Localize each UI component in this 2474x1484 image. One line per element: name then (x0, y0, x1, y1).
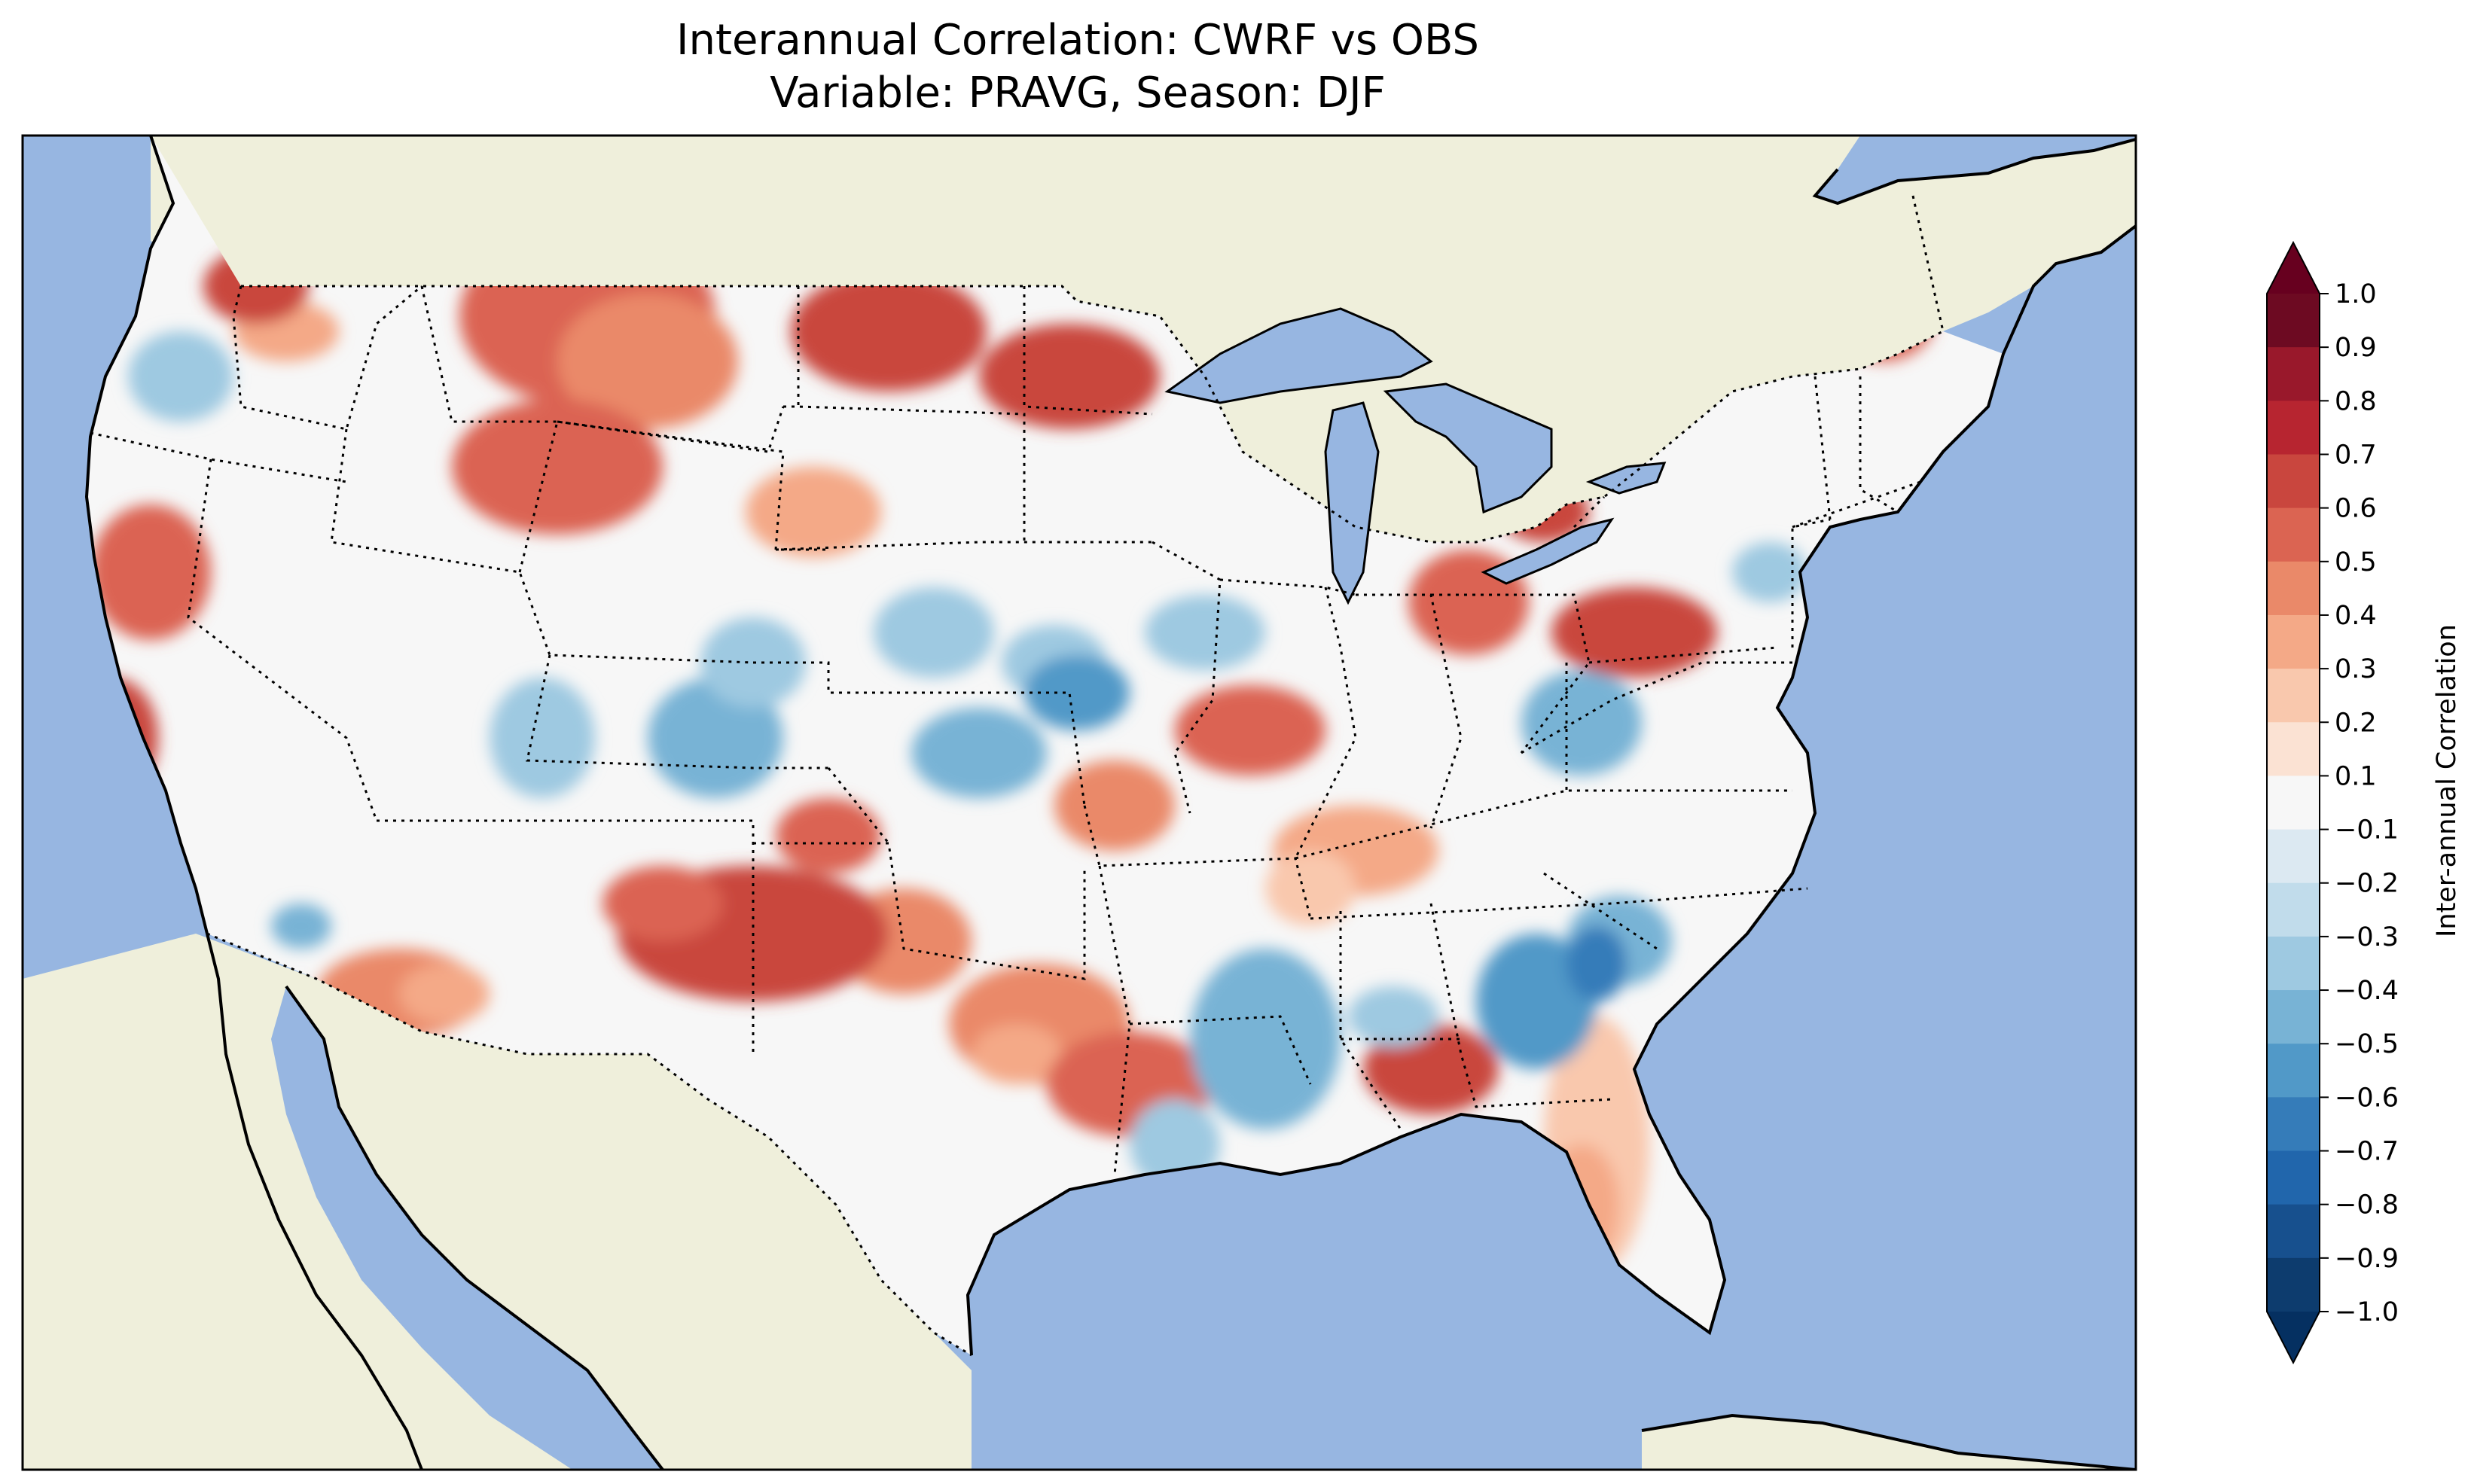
lake-huron (1383, 382, 1553, 514)
chart-title-line-2: Variable: PRAVG, Season: DJF (770, 69, 1386, 117)
colorbar-tick-label: −1.0 (2335, 1297, 2399, 1327)
colorbar-tick-label: 0.5 (2335, 547, 2377, 577)
colorbar-segment (2267, 829, 2320, 884)
colorbar-segment (2267, 507, 2320, 562)
colorbar-tick-label: 0.3 (2335, 654, 2377, 684)
colorbar-tick-label: −0.8 (2335, 1190, 2399, 1220)
correlation-patch (776, 798, 881, 873)
colorbar-tick-label: 0.8 (2335, 386, 2377, 416)
colorbar-tick-label: 0.6 (2335, 494, 2377, 524)
lake-michigan (1324, 401, 1380, 605)
correlation-patch (1551, 587, 1717, 678)
correlation-patch (1566, 926, 1627, 1001)
colorbar-tick-label: −0.5 (2335, 1029, 2399, 1059)
colorbar-tick-label: 0.4 (2335, 601, 2377, 631)
colorbar-segment (2267, 1204, 2320, 1259)
correlation-patch (271, 904, 331, 949)
colorbar-segment (2267, 882, 2320, 937)
colorbar-tick-label: 0.1 (2335, 761, 2377, 791)
correlation-patch (979, 324, 1160, 429)
state-boundaries (90, 195, 1945, 1175)
correlation-patch (648, 678, 783, 798)
correlation-patch (874, 587, 994, 678)
colorbar: 1.0 0.9 0.8 0.7 0.6 0.5 0.4 0.3 0.2 0.1 −0.1 −0.2 −0… (2266, 240, 2399, 1365)
colorbar-tick-label: −0.4 (2335, 976, 2399, 1006)
colorbar-segment (2267, 454, 2320, 509)
gulf-of-california (271, 986, 663, 1470)
canada-land (151, 136, 2136, 542)
colorbar-tick-label: −0.1 (2335, 815, 2399, 846)
colorbar-segment (2267, 1044, 2320, 1098)
chart-title-line-1: Interannual Correlation: CWRF vs OBS (676, 16, 1479, 65)
correlation-patch (490, 678, 595, 798)
map-frame (21, 134, 2137, 1471)
colorbar-segment (2267, 990, 2320, 1044)
colorbar-segment (2267, 561, 2320, 616)
colorbar-segment (2267, 347, 2320, 401)
colorbar-segment (2267, 1150, 2320, 1205)
correlation-patch (972, 1024, 1062, 1084)
correlation-patch (791, 271, 987, 392)
colorbar-segment (2267, 401, 2320, 455)
correlation-patch (1054, 760, 1175, 851)
colorbar-segment (2267, 1097, 2320, 1152)
colorbar-segment (2267, 776, 2320, 830)
colorbar-tick-label: −0.2 (2335, 869, 2399, 899)
correlation-patch (90, 504, 211, 640)
colorbar-segment (2267, 722, 2320, 776)
colorbar-tick-label: 1.0 (2335, 279, 2377, 309)
correlation-patch (1521, 670, 1642, 776)
colorbar-label: Inter-annual Correlation (2432, 624, 2462, 937)
correlation-patch (128, 331, 233, 422)
correlation-patch (1145, 595, 1265, 670)
correlation-patch (399, 964, 490, 1024)
correlation-patch (1190, 949, 1341, 1129)
correlation-anomalies (87, 226, 1936, 1272)
colorbar-segment (2267, 936, 2320, 991)
great-lakes (1164, 307, 1667, 605)
colorbar-segment (2267, 1257, 2320, 1312)
correlation-patch (1348, 986, 1438, 1047)
mexico-land (23, 934, 972, 1470)
colorbar-extend-min (2267, 1312, 2320, 1363)
coastlines (84, 136, 2136, 1470)
correlation-patch (1265, 851, 1356, 926)
colorbar-extend-max (2267, 242, 2320, 294)
correlation-patch (602, 866, 723, 941)
colorbar-segment (2267, 669, 2320, 723)
colorbar-tick-label: 0.9 (2335, 333, 2377, 363)
map-area (23, 136, 2136, 1470)
correlation-patch (911, 708, 1047, 798)
colorbar-tick-label: 0.2 (2335, 708, 2377, 738)
colorbar-tick-label: 0.7 (2335, 440, 2377, 470)
correlation-patch (452, 399, 663, 535)
correlation-patch (1476, 934, 1597, 1069)
lake-ontario (1585, 462, 1667, 495)
colorbar-segment (2267, 294, 2320, 348)
correlation-patch (1175, 685, 1325, 776)
correlation-patch (1732, 542, 1807, 602)
colorbar-tick-label: −0.3 (2335, 922, 2399, 952)
international-borders (206, 285, 1944, 1357)
correlation-patch (746, 467, 881, 557)
cuba-land (1642, 1415, 2136, 1470)
colorbar-tick-label: −0.6 (2335, 1083, 2399, 1113)
colorbar-tick-label: −0.9 (2335, 1244, 2399, 1274)
lake-erie (1481, 517, 1615, 585)
colorbar-segment (2267, 614, 2320, 669)
correlation-patch (1363, 1024, 1499, 1114)
correlation-patch (557, 294, 738, 429)
correlation-patch (1024, 655, 1130, 730)
colorbar-tick-label: −0.7 (2335, 1137, 2399, 1167)
lake-superior (1164, 307, 1433, 404)
